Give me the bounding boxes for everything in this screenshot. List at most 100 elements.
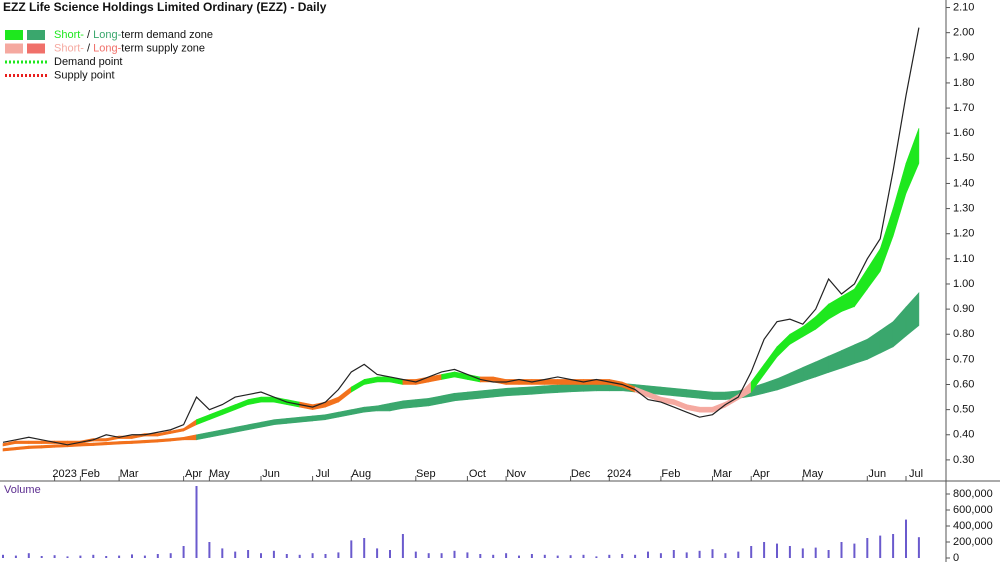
volume-bar: [685, 552, 688, 558]
volume-bar: [595, 556, 598, 558]
zone-segment: [841, 344, 855, 369]
y-tick-label: 1.90: [953, 52, 974, 64]
legend-text: Long-: [93, 29, 121, 41]
zone-segment: [209, 409, 223, 421]
zone-segment: [350, 378, 365, 393]
zone-segment: [234, 399, 249, 411]
x-tick-label: Mar: [120, 468, 139, 480]
volume-bar: [260, 553, 262, 558]
zone-segment: [712, 391, 726, 400]
volume-bar: [272, 550, 275, 558]
zone-segment: [441, 371, 455, 380]
zone-segment: [879, 321, 894, 354]
zone-segment: [376, 376, 391, 383]
x-tick-label: Oct: [469, 468, 486, 480]
volume-bar: [582, 554, 585, 558]
y-tick-label: 200,000: [953, 536, 993, 548]
zone-segment: [699, 390, 713, 400]
legend-text: Demand point: [54, 56, 123, 68]
x-tick-label: Apr: [753, 468, 770, 480]
legend-swatch: [5, 30, 23, 40]
zone-segment: [557, 379, 571, 385]
volume-bar: [492, 554, 495, 558]
y-tick-label: 1.10: [953, 253, 974, 265]
x-tick-label: Apr: [185, 468, 202, 480]
y-tick-label: 0.50: [953, 404, 974, 416]
volume-bar: [569, 555, 572, 558]
legend-swatch: [27, 43, 45, 54]
volume-bar: [2, 554, 4, 558]
y-tick-label: 0.60: [953, 378, 974, 390]
zone-segment: [557, 383, 571, 393]
volume-bar: [698, 550, 701, 558]
zone-segment: [415, 397, 430, 408]
legend-text: /: [84, 42, 93, 54]
volume-bar: [711, 549, 714, 558]
x-tick-label: 2023: [52, 468, 76, 480]
zone-segment: [699, 406, 713, 413]
zone-segment: [479, 389, 494, 399]
y-tick-label: 0.30: [953, 454, 974, 466]
volume-bar: [105, 556, 108, 558]
zone-segment: [80, 442, 94, 447]
volume-bar: [479, 554, 482, 558]
zone-segment: [157, 438, 171, 443]
volume-bar: [182, 546, 185, 558]
legend-text: Supply point: [54, 69, 115, 81]
volume-bar: [788, 546, 791, 558]
volume-bar: [556, 555, 559, 558]
zone-segment: [338, 386, 352, 403]
zone-segment: [892, 163, 907, 237]
volume-bar: [840, 542, 843, 558]
zone-segment: [776, 333, 791, 358]
zone-segment: [247, 421, 262, 431]
x-tick-label: Jun: [868, 468, 886, 480]
zone-segment: [131, 439, 146, 444]
volume-bar: [801, 548, 804, 558]
x-tick-label: Mar: [713, 468, 732, 480]
zone-segment: [712, 401, 726, 413]
x-tick-label: Sep: [416, 468, 436, 480]
volume-bar: [324, 554, 327, 558]
y-tick-label: 0.70: [953, 353, 974, 365]
volume-bar: [79, 555, 82, 558]
volume-bar: [27, 553, 30, 558]
volume-bar: [621, 554, 624, 558]
zone-segment: [247, 396, 262, 405]
volume-bar: [853, 543, 856, 558]
zone-segment: [905, 291, 920, 337]
volume-bar: [389, 550, 391, 558]
volume-bar: [337, 552, 340, 558]
volume-bar: [440, 553, 443, 558]
zone-segment: [854, 338, 868, 365]
volume-bar: [866, 538, 869, 558]
legend-swatch: [5, 43, 23, 54]
zone-segment: [170, 436, 184, 442]
zone-segment: [467, 390, 481, 400]
legend-text: Short-: [54, 29, 84, 41]
volume-bar: [53, 555, 56, 558]
legend-entry: Demand point: [54, 56, 123, 68]
volume-bar: [827, 550, 830, 558]
zone-segment: [105, 441, 120, 446]
zone-segment: [183, 434, 197, 441]
zone-segment: [789, 326, 804, 345]
y-tick-label: 1.30: [953, 202, 974, 214]
volume-bar: [169, 553, 172, 558]
volume-bar: [879, 535, 882, 558]
zone-segment: [492, 387, 507, 398]
zone-segment: [854, 267, 868, 308]
zone-segment: [802, 361, 817, 382]
volume-title: Volume: [4, 484, 41, 496]
zone-segment: [2, 446, 17, 452]
zone-segment: [544, 379, 559, 385]
volume-bar: [414, 551, 417, 558]
legend-text: term supply zone: [121, 42, 205, 54]
zone-segment: [441, 392, 455, 404]
legend-text: Short-: [54, 42, 84, 54]
zone-segment: [505, 387, 520, 397]
price-line: [2, 27, 920, 446]
y-tick-label: 1.20: [953, 228, 974, 240]
volume-bar: [92, 554, 95, 558]
